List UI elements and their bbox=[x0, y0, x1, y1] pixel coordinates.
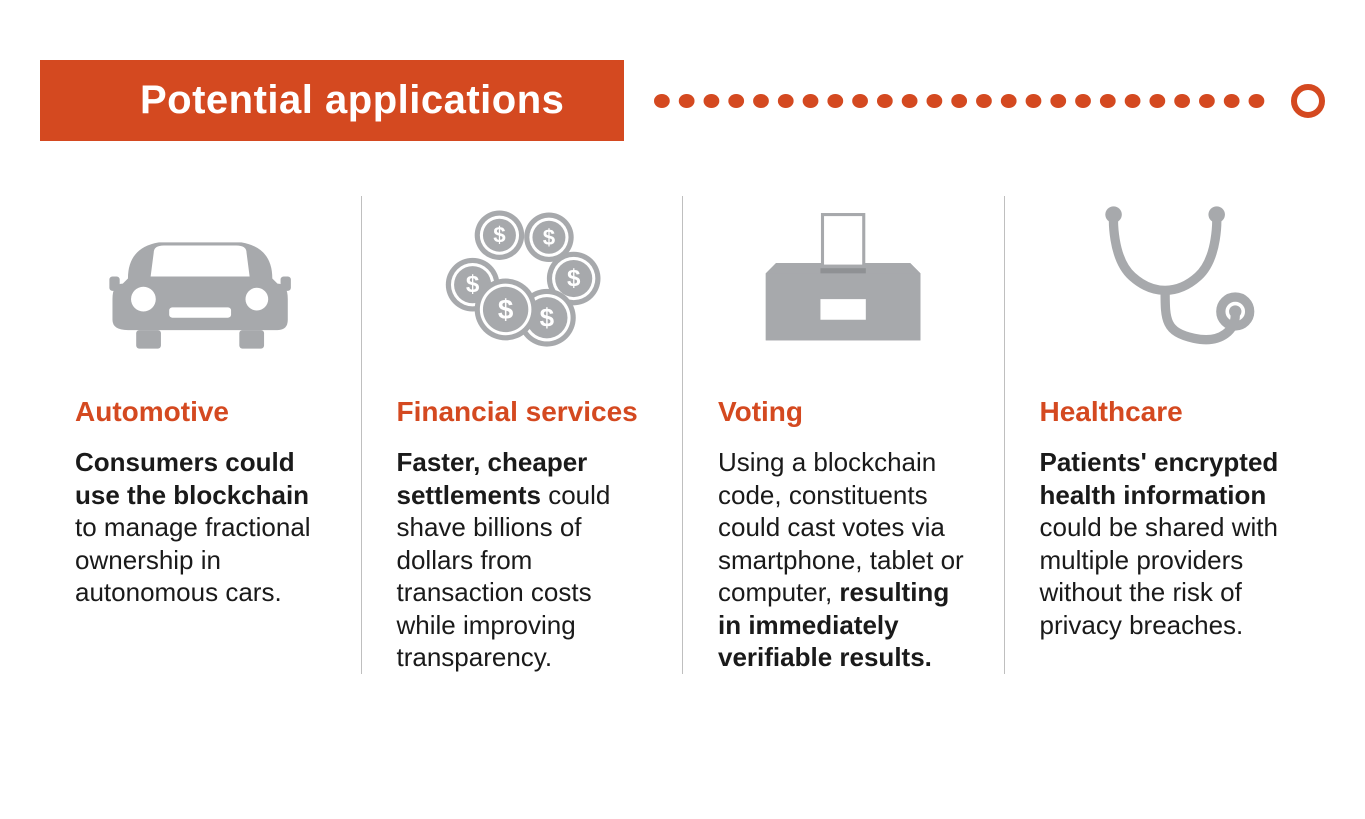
svg-text:$: $ bbox=[493, 223, 506, 248]
svg-text:$: $ bbox=[567, 265, 581, 292]
column-automotive: Automotive Consumers could use the blockc… bbox=[40, 196, 361, 674]
column-body: Patients' encrypted health information c… bbox=[1040, 446, 1291, 641]
coins-icon: $ $ $ $ $ $ bbox=[397, 196, 648, 361]
column-title: Healthcare bbox=[1040, 396, 1291, 428]
svg-text:$: $ bbox=[539, 303, 554, 333]
column-body: Using a blockchain code, constituents co… bbox=[718, 446, 969, 674]
header-row: Potential applications bbox=[40, 60, 1325, 141]
car-icon bbox=[75, 196, 326, 361]
svg-text:$: $ bbox=[466, 271, 480, 298]
column-title: Financial services bbox=[397, 396, 648, 428]
infographic-page: Potential applications Automotive Consume… bbox=[0, 0, 1365, 819]
dotted-connector bbox=[654, 84, 1325, 118]
body-bold: Consumers could use the blockchain bbox=[75, 447, 309, 510]
dots-line bbox=[654, 93, 1285, 109]
svg-text:$: $ bbox=[498, 294, 514, 325]
column-body: Faster, cheaper settlements could shave … bbox=[397, 446, 648, 674]
column-title: Automotive bbox=[75, 396, 326, 428]
column-healthcare: Healthcare Patients' encrypted health inf… bbox=[1004, 196, 1326, 674]
body-rest: could be shared with multiple providers … bbox=[1040, 512, 1278, 640]
column-voting: Voting Using a blockchain code, constitue… bbox=[682, 196, 1004, 674]
column-financial: $ $ $ $ $ $ Financial services Faster, cheaper … bbox=[361, 196, 683, 674]
stethoscope-icon bbox=[1040, 196, 1291, 361]
body-rest: to manage fractional ownership in autono… bbox=[75, 512, 311, 607]
ballot-box-icon bbox=[718, 196, 969, 361]
end-circle-icon bbox=[1291, 84, 1325, 118]
columns-container: Automotive Consumers could use the blockc… bbox=[40, 196, 1325, 674]
title-bar: Potential applications bbox=[40, 60, 624, 141]
svg-text:$: $ bbox=[542, 225, 555, 250]
column-title: Voting bbox=[718, 396, 969, 428]
body-bold: Patients' encrypted health information bbox=[1040, 447, 1279, 510]
column-body: Consumers could use the blockchain to ma… bbox=[75, 446, 326, 609]
